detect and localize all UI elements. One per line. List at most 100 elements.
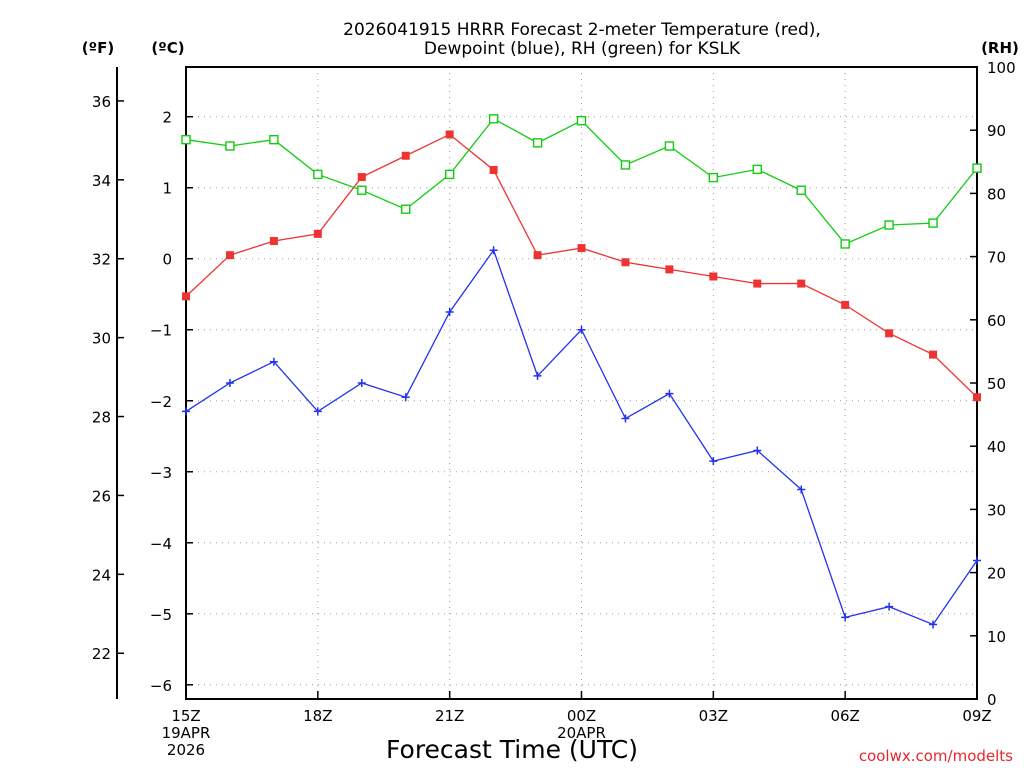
rh-point [532, 138, 543, 148]
celsius-tick-label: −2 [150, 393, 172, 411]
dewpoint-point [357, 379, 366, 387]
celsius-tick-label: −5 [150, 606, 172, 624]
grid-lines [185, 67, 978, 699]
series-rh [181, 114, 982, 249]
rh-point [972, 163, 982, 173]
dewpoint-point [225, 379, 234, 387]
celsius-tick-label: −6 [150, 677, 172, 695]
x-tick-label: 15Z [171, 707, 200, 725]
rh-tick-label: 50 [987, 375, 1006, 393]
x-tick-label: 03Z [699, 707, 728, 725]
dewpoint-point [533, 371, 542, 380]
rh-point [401, 204, 411, 214]
rh-tick-label: 0 [987, 691, 997, 709]
temperature-point [621, 258, 630, 267]
temperature-point [709, 272, 718, 281]
series-temperature [182, 130, 981, 402]
fahrenheit-unit-label: (ºF) [82, 39, 114, 57]
rh-point [752, 164, 762, 175]
rh-point [225, 141, 235, 151]
x-tick-label: 19APR [162, 724, 211, 742]
dewpoint-point [797, 485, 806, 494]
temperature-point [489, 165, 498, 174]
dewpoint-point [401, 393, 410, 402]
fahrenheit-tick-label: 22 [92, 645, 111, 663]
dewpoint-point [445, 307, 454, 316]
temperature-point [357, 173, 366, 182]
temperature-point [401, 151, 410, 160]
temperature-point [533, 251, 542, 260]
fahrenheit-tick-label: 28 [92, 409, 111, 427]
x-tick-label: 2026 [167, 741, 205, 759]
temperature-point [797, 279, 806, 288]
celsius-tick-label: −1 [150, 322, 172, 340]
credit-text: coolwx.com/modelts [859, 747, 1013, 765]
x-tick-label: 00Z [567, 707, 596, 725]
x-tick-label: 18Z [303, 707, 332, 725]
rh-tick-label: 90 [987, 122, 1006, 140]
dewpoint-point [841, 613, 850, 622]
dewpoint-point [665, 389, 674, 398]
rh-point [444, 169, 455, 180]
dewpoint-point [973, 556, 981, 565]
dewpoint-line [185, 248, 978, 626]
temperature-point [929, 350, 938, 359]
chart-title-line-1: 2026041915 HRRR Forecast 2-meter Tempera… [343, 20, 821, 40]
fahrenheit-tick-label: 30 [92, 330, 111, 348]
rh-point [840, 239, 850, 249]
rh-tick-label: 60 [987, 312, 1006, 330]
rh-point [269, 134, 279, 145]
fahrenheit-tick-label: 34 [92, 172, 111, 190]
series-dewpoint [182, 246, 981, 629]
rh-tick-label: 20 [987, 565, 1006, 583]
dewpoint-point [182, 407, 190, 416]
temperature-point [753, 279, 762, 288]
dewpoint-point [577, 325, 586, 334]
plot-frame [185, 66, 978, 700]
rh-point [576, 116, 587, 126]
x-tick-label: 21Z [435, 707, 464, 725]
rh-point [884, 220, 894, 230]
rh-tick-label: 80 [987, 185, 1006, 203]
rh-point [181, 134, 191, 145]
temperature-point [577, 244, 586, 253]
temperature-point [841, 300, 850, 309]
temperature-point [269, 236, 278, 245]
celsius-tick-label: 0 [162, 251, 172, 269]
dewpoint-point [753, 446, 762, 455]
fahrenheit-tick-label: 32 [92, 251, 111, 269]
rh-tick-label: 40 [987, 438, 1006, 456]
chart-title-line-2: Dewpoint (blue), RH (green) for KSLK [424, 39, 741, 59]
temperature-point [973, 393, 981, 402]
rh-tick-label: 30 [987, 501, 1006, 519]
celsius-tick-label: −3 [150, 464, 172, 482]
dewpoint-point [885, 602, 894, 611]
x-tick-label: 20APR [557, 724, 606, 742]
temperature-point [885, 329, 894, 338]
fahrenheit-tick-label: 26 [92, 487, 111, 505]
rh-unit-label: (RH) [981, 39, 1019, 57]
x-tick-label: 09Z [962, 707, 991, 725]
fahrenheit-tick-label: 36 [92, 93, 111, 111]
data-series [181, 114, 982, 629]
rh-point [357, 185, 367, 195]
celsius-tick-label: −4 [150, 535, 172, 553]
rh-tick-label: 70 [987, 249, 1006, 267]
dewpoint-point [269, 357, 278, 366]
x-tick-label: 06Z [830, 707, 859, 725]
rh-tick-label: 10 [987, 628, 1006, 646]
x-axis-label: Forecast Time (UTC) [386, 735, 638, 764]
rh-point [313, 169, 323, 180]
temperature-point [665, 265, 674, 274]
dewpoint-point [313, 407, 322, 416]
dewpoint-point [929, 620, 938, 629]
rh-point [620, 160, 631, 170]
axes [116, 66, 978, 700]
rh-point [796, 185, 806, 195]
dewpoint-point [489, 246, 498, 255]
temperature-point [182, 292, 190, 301]
rh-tick-label: 100 [987, 59, 1016, 77]
celsius-tick-label: 2 [162, 109, 172, 127]
